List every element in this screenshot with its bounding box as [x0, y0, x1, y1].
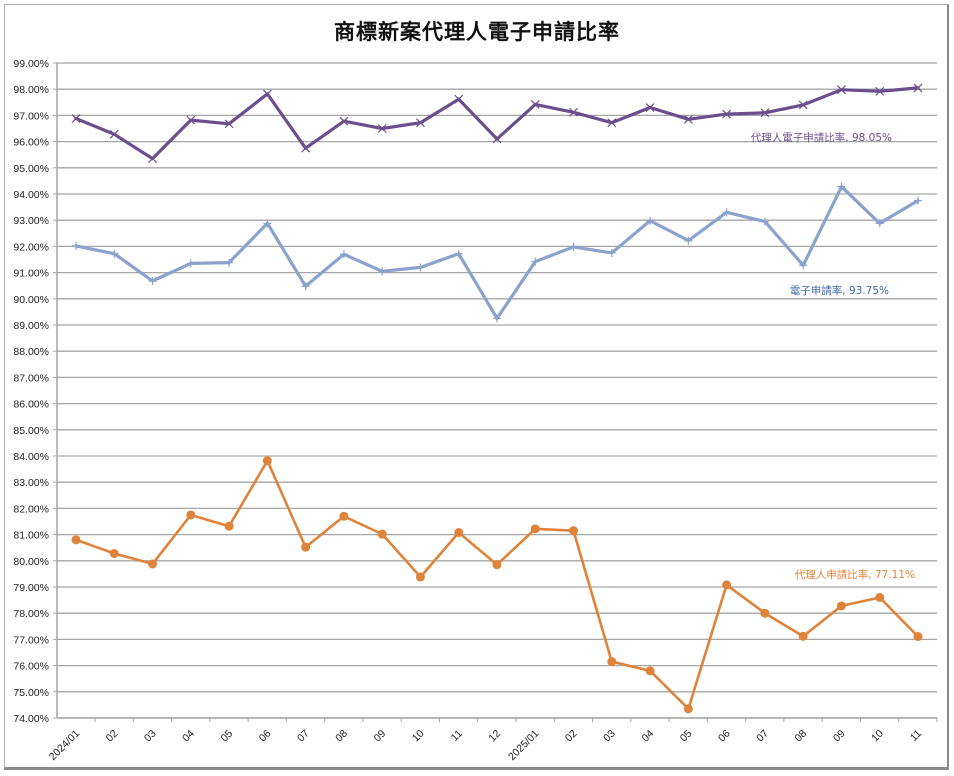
data-point — [186, 510, 195, 519]
y-tick-label: 78.00% — [13, 608, 49, 620]
series-3 — [72, 456, 923, 713]
data-point — [760, 609, 769, 618]
y-tick-label: 76.00% — [13, 661, 49, 673]
x-tick-label: 04 — [639, 728, 656, 745]
data-point — [493, 560, 502, 569]
data-point — [722, 580, 731, 589]
y-tick-label: 90.00% — [13, 294, 49, 306]
x-tick-label: 04 — [180, 728, 197, 745]
x-tick-label: 10 — [410, 728, 427, 745]
x-tick-label: 07 — [754, 728, 771, 745]
data-point — [263, 456, 272, 465]
y-tick-label: 86.00% — [13, 399, 49, 411]
x-tick-label: 06 — [716, 728, 733, 745]
series-labels: 代理人電子申請比率, 98.05% 電子申請率, 93.75% 代理人申請比率, 7… — [751, 131, 915, 581]
y-tick-label: 97.00% — [13, 110, 49, 122]
y-tick-label: 85.00% — [13, 425, 49, 437]
data-point — [416, 263, 424, 271]
x-tick-label: 09 — [372, 728, 389, 745]
x-tick-label: 08 — [793, 728, 810, 745]
data-point — [378, 530, 387, 539]
series-end-label: 電子申請率, 93.75% — [790, 284, 889, 297]
x-tick-label: 02 — [563, 728, 580, 745]
y-tick-label: 79.00% — [13, 582, 49, 594]
y-tick-label: 96.00% — [13, 137, 49, 149]
gridlines — [57, 63, 937, 718]
data-point — [837, 601, 846, 610]
x-tick-label: 09 — [831, 728, 848, 745]
x-tick-label: 02 — [104, 728, 121, 745]
data-point — [148, 559, 157, 568]
y-tick-label: 83.00% — [13, 477, 49, 489]
x-tick-label: 07 — [295, 728, 312, 745]
series-1 — [72, 84, 922, 163]
line-chart: 99.00% 98.00% 97.00% 96.00% 95.00% 94.00% 93.0… — [0, 0, 954, 776]
series-2 — [72, 183, 922, 323]
data-point — [646, 666, 655, 675]
x-tick-label: 2025/01 — [506, 728, 541, 763]
x-tick-label: 05 — [678, 728, 695, 745]
y-tick-label: 88.00% — [13, 346, 49, 358]
x-tick-label: 08 — [333, 728, 350, 745]
x-tick-label: 2024/01 — [47, 728, 82, 763]
data-point — [110, 549, 119, 558]
data-point — [914, 632, 923, 641]
x-tick-label: 11 — [449, 728, 465, 744]
series-end-label: 代理人申請比率, 77.11% — [795, 568, 915, 581]
y-tick-label: 92.00% — [13, 241, 49, 253]
y-tick-label: 84.00% — [13, 451, 49, 463]
x-tick-label: 12 — [486, 728, 503, 745]
y-tick-label: 93.00% — [13, 215, 49, 227]
data-point — [454, 528, 463, 537]
data-point — [416, 573, 425, 582]
y-tick-label: 82.00% — [13, 503, 49, 515]
y-tick-label: 91.00% — [13, 268, 49, 280]
x-tick-label: 10 — [869, 728, 886, 745]
y-tick-label: 80.00% — [13, 556, 49, 568]
y-tick-label: 99.00% — [13, 58, 49, 70]
data-point — [225, 522, 234, 531]
x-tick-label: 03 — [601, 728, 618, 745]
y-tick-label: 75.00% — [13, 687, 49, 699]
y-tick-label: 95.00% — [13, 163, 49, 175]
data-point — [684, 704, 693, 713]
x-tick-label: 06 — [257, 728, 274, 745]
x-tick-label: 05 — [218, 728, 235, 745]
data-point — [569, 526, 578, 535]
x-axis: 2024/01 02 03 04 05 06 07 08 09 10 11 122025/01 02 03… — [47, 718, 937, 763]
data-point — [72, 242, 80, 250]
x-tick-label: 03 — [142, 728, 159, 745]
data-point — [301, 543, 310, 552]
y-tick-label: 98.00% — [13, 84, 49, 96]
y-tick-label: 94.00% — [13, 189, 49, 201]
data-point — [339, 512, 348, 521]
data-point — [72, 535, 81, 544]
y-tick-label: 87.00% — [13, 372, 49, 384]
y-tick-label: 77.00% — [13, 634, 49, 646]
data-point — [875, 593, 884, 602]
data-point — [263, 90, 271, 98]
data-point — [531, 524, 540, 533]
data-point — [570, 243, 578, 251]
data-point — [799, 632, 808, 641]
series-group — [72, 84, 923, 713]
x-tick-label: 11 — [908, 728, 924, 744]
y-tick-label: 74.00% — [13, 713, 49, 725]
y-tick-label: 81.00% — [13, 530, 49, 542]
data-point — [607, 657, 616, 666]
y-tick-label: 89.00% — [13, 320, 49, 332]
series-end-label: 代理人電子申請比率, 98.05% — [751, 131, 892, 144]
